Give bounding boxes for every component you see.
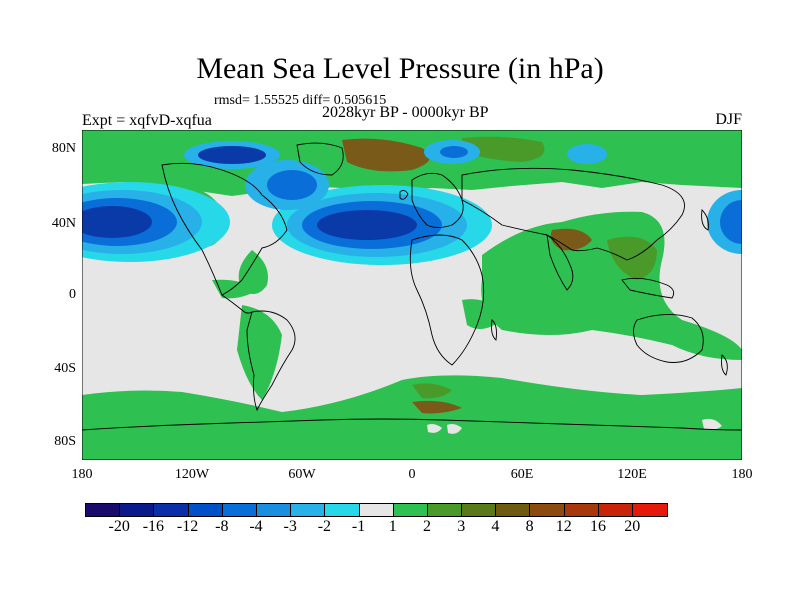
colorbar-swatch [359,504,394,516]
south-olive-strip [412,383,452,399]
coast-central-america [221,294,253,314]
arctic-low-east-core [440,146,468,158]
north-pacific-low-east-core [720,200,742,244]
colorbar-swatch [325,504,360,516]
antarctic-white-patch-1 [427,424,442,433]
arctic-brown-patch [342,138,430,172]
coast-uk [399,189,409,200]
colorbar-swatch [427,504,463,516]
experiment-label: Expt = xqfvD-xqfua [82,112,212,129]
season-label: DJF [715,111,742,128]
lon-label-60w: 60W [288,467,316,482]
colorbar-label: -1 [351,518,366,535]
colorbar-swatch [222,504,257,516]
colorbar-swatch [256,504,292,516]
pressure-map [82,130,742,460]
colorbar [85,503,669,517]
stats-text: rmsd= 1.55525 diff= 0.505615 [214,93,387,108]
greenland-low-core [198,146,266,164]
colorbar-label: 16 [590,518,606,535]
colorbar-swatch [86,504,121,516]
colorbar-label: 3 [457,518,466,535]
caribbean-green [212,279,257,299]
india-brown-patch [550,228,592,251]
colorbar-label: 20 [624,518,641,535]
lon-label-120w: 120W [174,467,210,482]
coastlines [82,142,742,431]
colorbar-swatch [120,504,155,516]
colorbar-swatch [598,504,633,516]
lon-label-60e: 60E [510,467,534,482]
lat-label-40s: 40S [54,361,76,376]
colorbar-label: -8 [215,518,229,535]
colorbar-label: -16 [142,518,165,535]
colorbar-swatch [496,504,531,516]
lon-label-180w: 180 [71,467,93,482]
colorbar-label: -3 [283,518,297,535]
colorbar-label: 2 [423,518,431,535]
lon-label-0: 0 [408,467,416,482]
colorbar-label: -12 [176,518,199,535]
colorbar-swatch [291,504,326,516]
south-green-band [82,375,742,460]
lon-label-180e: 180 [731,467,753,482]
north-pacific-low-core [82,206,152,238]
north-atlantic-low-core [317,210,417,240]
colorbar-label: 12 [555,518,572,535]
colorbar-swatch [530,504,565,516]
coast-australia [633,314,704,363]
antarctic-white-patch-3 [702,418,722,430]
coast-madagascar [491,319,497,341]
colorbar-label: -2 [317,518,332,535]
antarctic-brown-strip [412,400,462,414]
antarctic-white-patch-2 [447,424,462,434]
coast-north-america [161,162,288,296]
lat-label-0: 0 [69,287,76,302]
colorbar-swatch [462,504,497,516]
map-title: Mean Sea Level Pressure (in hPa) [196,52,604,85]
colorbar-label: -4 [249,518,263,535]
lat-label-40n: 40N [51,216,76,231]
coast-south-america [246,310,296,412]
lat-label-80s: 80S [54,434,76,449]
lon-label-120e: 120E [617,467,647,482]
mid-atlantic-green [238,250,268,294]
coast-antarctica [82,418,742,431]
colorbar-label: -20 [108,518,130,535]
colorbar-swatch [633,504,668,516]
coast-europe [411,172,464,228]
siberia-low [567,144,607,164]
colorbar-swatch [154,504,189,516]
arctic-olive-patch [462,136,545,162]
coast-asia [461,167,685,261]
colorbar-label: 1 [388,518,397,535]
asia-indian-green-region [481,211,742,360]
colorbar-swatch [393,504,428,516]
colorbar-label: 8 [525,518,534,535]
south-america-green [237,305,282,400]
colorbar-swatch [188,504,223,516]
coast-maritime-se-asia [621,277,675,299]
colorbar-swatch [564,504,599,516]
coast-africa [409,234,485,366]
canada-low-core [267,170,317,200]
period-label: 2028kyr BP - 0000kyr BP [322,104,489,121]
colorbar-label: 4 [491,518,500,535]
coast-india [546,234,574,291]
lat-label-80n: 80N [51,141,76,156]
coast-greenland [296,142,344,176]
coast-new-zealand [721,354,728,376]
coast-japan [701,209,709,231]
